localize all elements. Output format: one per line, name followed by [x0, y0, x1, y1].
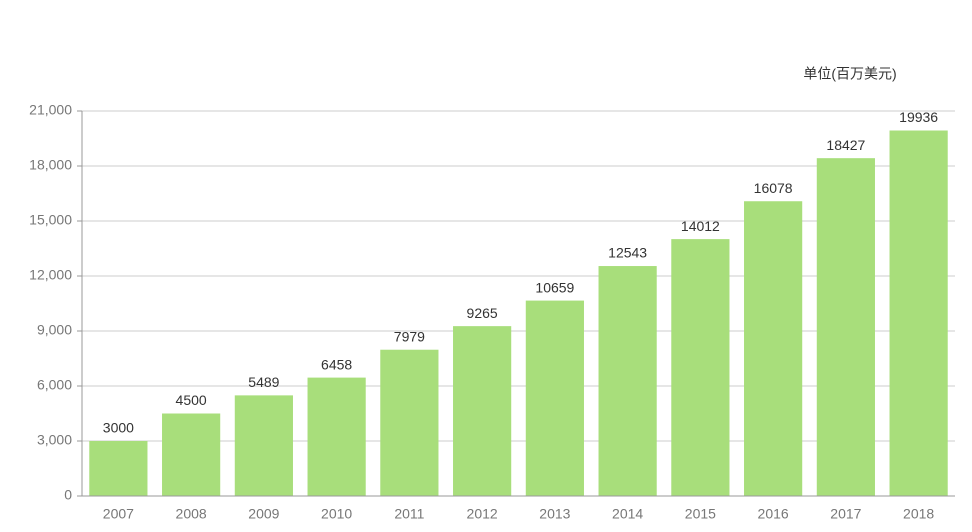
- y-tick-label: 9,000: [37, 322, 72, 338]
- y-tick-label: 6,000: [37, 377, 72, 393]
- x-tick-label: 2007: [103, 506, 134, 522]
- bar: [380, 349, 439, 496]
- y-tick-label: 0: [64, 487, 72, 503]
- data-label: 12543: [608, 245, 647, 261]
- bar: [453, 326, 512, 496]
- x-tick-label: 2014: [612, 506, 643, 522]
- data-label: 18427: [826, 137, 865, 153]
- bar: [525, 300, 584, 496]
- x-tick-label: 2011: [394, 506, 424, 522]
- y-tick-label: 3,000: [37, 432, 72, 448]
- y-tick-label: 21,000: [29, 102, 72, 118]
- bar: [744, 201, 803, 496]
- bar: [307, 377, 366, 496]
- data-label: 10659: [535, 279, 574, 295]
- x-tick-label: 2015: [685, 506, 716, 522]
- bar: [234, 395, 293, 496]
- y-tick-label: 15,000: [29, 212, 72, 228]
- bar: [889, 130, 948, 497]
- x-tick-label: 2018: [903, 506, 934, 522]
- x-tick-label: 2009: [248, 506, 279, 522]
- data-label: 14012: [681, 218, 720, 234]
- data-label: 6458: [321, 356, 352, 372]
- y-tick-label: 12,000: [29, 267, 72, 283]
- x-tick-label: 2008: [176, 506, 207, 522]
- x-tick-label: 2013: [539, 506, 570, 522]
- bar: [671, 239, 730, 496]
- x-tick-label: 2016: [758, 506, 789, 522]
- data-label: 3000: [103, 420, 134, 436]
- data-label: 4500: [176, 392, 207, 408]
- unit-label: 单位(百万美元): [803, 66, 896, 82]
- data-label: 5489: [248, 374, 279, 390]
- bar: [89, 441, 148, 496]
- bar: [598, 266, 657, 496]
- x-tick-label: 2017: [830, 506, 861, 522]
- data-label: 16078: [754, 180, 793, 196]
- x-tick-label: 2012: [467, 506, 498, 522]
- y-tick-label: 18,000: [29, 157, 72, 173]
- bar: [162, 413, 221, 496]
- bar: [816, 158, 875, 496]
- data-label: 7979: [394, 328, 425, 344]
- data-label: 9265: [467, 305, 498, 321]
- x-tick-label: 2010: [321, 506, 352, 522]
- data-label: 19936: [899, 109, 938, 125]
